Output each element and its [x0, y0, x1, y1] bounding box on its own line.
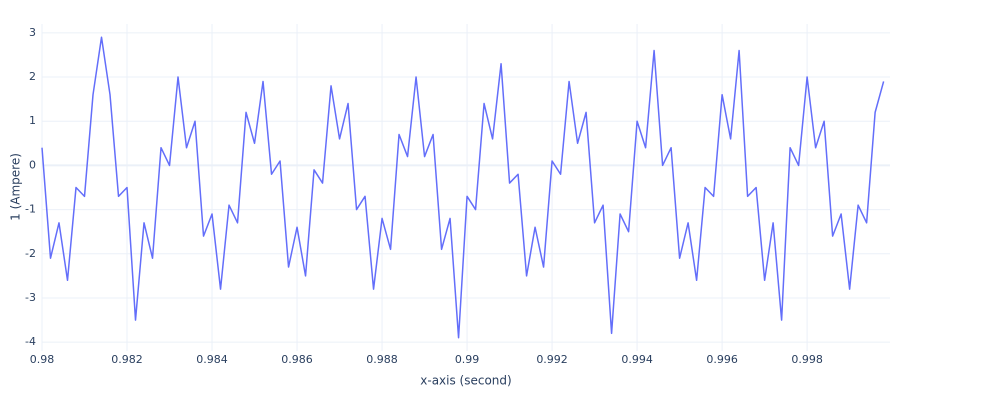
data-line: [41, 36, 885, 339]
x-tick-label: 0.98: [30, 353, 55, 366]
x-tick-label: 0.99: [455, 353, 480, 366]
x-tick-label: 0.982: [111, 353, 143, 366]
x-tick-label: 0.996: [706, 353, 738, 366]
x-tick-label: 0.984: [196, 353, 228, 366]
y-tick-label: 3: [29, 26, 36, 39]
x-axis-title: x-axis (second): [420, 374, 511, 388]
y-tick-label: -2: [25, 247, 36, 260]
y-tick-label: -3: [25, 291, 36, 304]
y-axis-title: 1 (Ampere): [9, 153, 23, 221]
x-tick-label: 0.986: [281, 353, 313, 366]
x-tick-label: 0.988: [366, 353, 398, 366]
x-tick-label: 0.994: [621, 353, 653, 366]
x-tick-label: 0.998: [791, 353, 823, 366]
y-tick-label: 1: [29, 114, 36, 127]
y-tick-label: 2: [29, 70, 36, 83]
x-tick-label: 0.992: [536, 353, 568, 366]
y-tick-label: -1: [25, 203, 36, 216]
y-tick-label: -4: [25, 335, 36, 348]
y-tick-label: 0: [29, 158, 36, 171]
